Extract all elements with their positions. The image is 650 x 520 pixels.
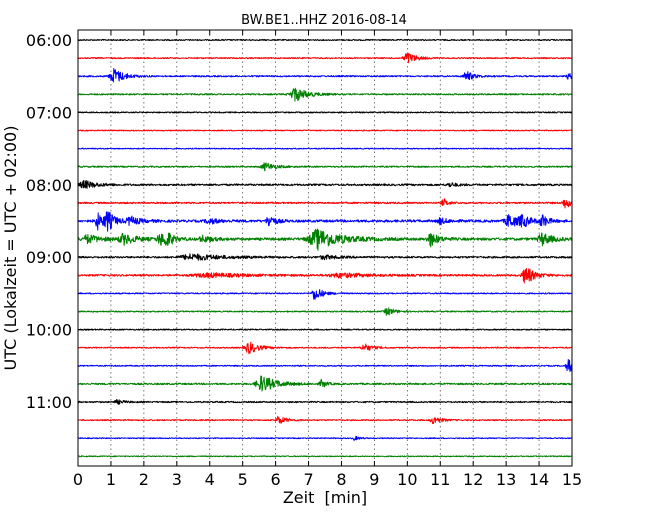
trace-1000 [77,328,573,331]
trace-group [77,38,573,458]
x-tick-label: 10 [397,470,417,489]
y-tick-label: 10:00 [26,321,72,340]
x-tick-label: 8 [336,470,346,489]
x-tick-label: 2 [139,470,149,489]
x-tick-label: 11 [430,470,450,489]
x-tick-label: 0 [73,470,83,489]
trace-0945 [77,307,573,316]
x-tick-label: 6 [271,470,281,489]
x-tick-label: 1 [106,470,116,489]
x-axis-label: Zeit [min] [283,488,367,507]
y-tick-label: 09:00 [26,248,72,267]
x-tick-label: 15 [562,470,582,489]
trace-0830 [77,211,573,232]
y-tick-label: 11:00 [26,393,72,412]
trace-0645 [77,87,573,102]
trace-1030 [77,358,573,372]
trace-1130 [77,435,573,441]
trace-0915 [77,267,573,284]
y-axis-label: UTC (Lokalzeit = UTC + 02:00) [1,126,20,371]
trace-1045 [77,375,573,392]
x-tick-label: 13 [496,470,516,489]
y-tick-label: 08:00 [26,176,72,195]
trace-1015 [77,341,573,355]
trace-0745 [77,162,573,172]
trace-0600 [77,38,573,42]
trace-0815 [77,198,573,209]
x-tick-label: 7 [303,470,313,489]
trace-0845 [77,228,573,251]
grid-lines [110,30,540,466]
trace-0715 [77,129,573,132]
trace-0800 [77,179,573,189]
x-tick-label: 9 [369,470,379,489]
x-tick-label: 12 [463,470,483,489]
chart-title: BW.BE1..HHZ 2016-08-14 [241,13,407,28]
y-tick-label: 06:00 [26,31,72,50]
x-tick-label: 14 [529,470,549,489]
trace-1100 [77,399,573,405]
x-tick-label: 3 [172,470,182,489]
axis-ticks: 0 1 2 3 4 5 6 7 8 9 10 11 12 13 14 1506:0007:0008:0009:… [26,30,582,489]
trace-0900 [77,253,573,261]
y-tick-label: 07:00 [26,103,72,122]
x-tick-label: 4 [205,470,215,489]
trace-1115 [77,416,573,425]
trace-0630 [77,68,573,83]
trace-0930 [77,289,573,300]
plot-frame [77,29,573,467]
trace-0730 [77,147,573,150]
trace-0700 [77,111,573,114]
trace-1145 [77,455,573,458]
x-tick-label: 5 [238,470,248,489]
trace-0615 [77,52,573,64]
